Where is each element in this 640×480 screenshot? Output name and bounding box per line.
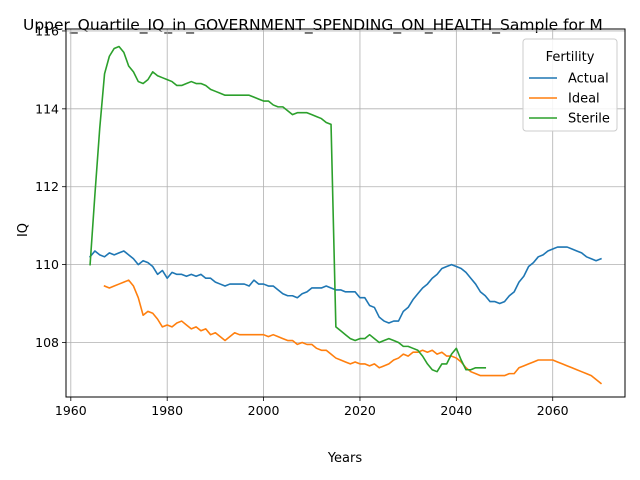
legend-entries: Actual Ideal Sterile bbox=[529, 72, 610, 127]
y-tick-label: 108 bbox=[35, 335, 59, 350]
legend-label-actual: Actual bbox=[568, 72, 609, 87]
legend-box bbox=[522, 38, 618, 132]
x-tick-label: 2000 bbox=[248, 403, 280, 418]
x-axis-label: Years bbox=[327, 451, 363, 466]
series-line-ideal bbox=[103, 279, 603, 385]
y-axis-label: IQ bbox=[16, 223, 31, 237]
series-line-sterile bbox=[89, 45, 487, 373]
series-lines bbox=[88, 45, 603, 385]
y-tick-label: 110 bbox=[35, 257, 59, 272]
y-tick-label: 112 bbox=[35, 179, 59, 194]
x-tick-label: 2060 bbox=[537, 403, 569, 418]
y-axis-ticks: 108 110 112 114 116 bbox=[35, 23, 66, 350]
plot-area-frame bbox=[65, 28, 626, 398]
legend-label-ideal: Ideal bbox=[568, 92, 600, 107]
legend: Fertility Actual Ideal Sterile bbox=[522, 38, 618, 132]
x-tick-label: 1960 bbox=[55, 403, 87, 418]
legend-label-sterile: Sterile bbox=[568, 112, 610, 127]
x-tick-label: 2020 bbox=[344, 403, 376, 418]
x-axis-ticks: 1960 1980 2000 2020 2040 2060 bbox=[55, 397, 569, 418]
series-line-actual bbox=[88, 246, 602, 324]
x-tick-label: 1980 bbox=[151, 403, 183, 418]
y-tick-label: 114 bbox=[35, 101, 59, 116]
y-tick-label: 116 bbox=[35, 23, 59, 38]
legend-title: Fertility bbox=[546, 50, 595, 65]
x-tick-label: 2040 bbox=[440, 403, 472, 418]
chart-title: Upper_Quartile_IQ_in_GOVERNMENT_SPENDING… bbox=[23, 16, 603, 35]
